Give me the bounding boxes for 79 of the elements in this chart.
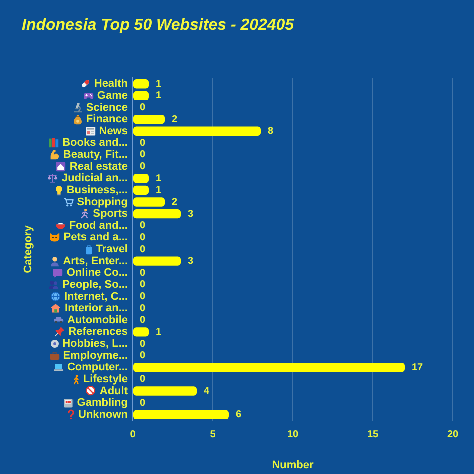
bar	[134, 410, 229, 420]
x-tick-label: 5	[210, 430, 216, 441]
bar	[134, 198, 165, 207]
bar	[134, 328, 149, 337]
data-label: 17	[412, 362, 424, 374]
data-label: 0	[140, 220, 146, 232]
data-label: 1	[156, 173, 162, 184]
y-tick-label: Real estate	[70, 160, 128, 173]
data-label: 3	[188, 256, 194, 268]
y-tick-label: Books and...	[62, 137, 128, 150]
data-label: 1	[156, 185, 162, 196]
y-tick-label: Business,...	[66, 184, 128, 196]
data-label: 0	[140, 150, 146, 161]
data-label: 0	[140, 338, 146, 350]
y-tick-label: Unknown	[78, 408, 128, 421]
data-label: 1	[156, 326, 162, 338]
y-tick-label: Online Co...	[66, 267, 128, 280]
y-tick-label: Pets and a...	[64, 232, 128, 244]
y-tick-label: Hobbies, L...	[62, 338, 128, 350]
data-label: 0	[140, 315, 146, 326]
data-label: 0	[140, 162, 146, 173]
data-label: 0	[140, 374, 146, 386]
data-label: 0	[140, 244, 146, 256]
bar	[134, 386, 197, 396]
y-tick-label: Judicial an...	[62, 172, 128, 185]
data-label: 0	[140, 292, 146, 303]
y-tick-label: Sports	[93, 208, 128, 220]
chart-title: Indonesia Top 50 Websites - 202405	[22, 17, 296, 34]
data-label: 1	[156, 90, 162, 102]
bar	[134, 209, 181, 219]
data-label: 0	[140, 232, 146, 244]
data-label: 0	[140, 102, 146, 114]
y-tick-label: People, So...	[62, 278, 128, 291]
data-label: 0	[140, 303, 146, 314]
bar	[134, 256, 181, 266]
y-tick-label: Automobile	[68, 314, 128, 326]
x-axis-title: Number	[272, 459, 314, 472]
bar	[134, 126, 261, 136]
y-tick-label: Interior an...	[65, 302, 128, 315]
y-tick-label: Health	[94, 78, 128, 90]
data-label: 3	[188, 208, 194, 220]
data-label: 6	[236, 410, 242, 421]
y-tick-label: Game	[97, 90, 128, 102]
data-label: 0	[140, 398, 146, 409]
bar	[134, 174, 149, 184]
data-label: 0	[140, 138, 146, 149]
bar	[134, 186, 149, 196]
y-tick-label: Travel	[96, 244, 128, 256]
y-tick-label: Computer...	[67, 362, 128, 374]
y-tick-label: Food and...	[69, 220, 128, 232]
y-tick-label: Arts, Enter...	[63, 255, 128, 268]
x-tick-label: 0	[130, 430, 136, 441]
y-tick-label: Shopping	[77, 196, 128, 208]
data-label: 4	[204, 386, 210, 398]
x-tick-label: 20	[447, 430, 459, 441]
bar	[134, 114, 165, 124]
y-tick-label: References	[68, 326, 128, 338]
y-tick-label: Lifestyle	[83, 373, 128, 386]
y-tick-label: Adult	[100, 385, 128, 398]
y-axis-title: Category	[22, 224, 35, 274]
data-label: 2	[172, 196, 178, 208]
x-tick-label: 15	[367, 430, 379, 441]
data-label: 8	[268, 126, 274, 138]
data-label: 1	[156, 78, 162, 90]
y-tick-label: Beauty, Fit...	[63, 149, 128, 162]
y-tick-label: Science	[86, 102, 128, 114]
data-label: 0	[140, 280, 146, 291]
bar	[134, 363, 405, 372]
y-tick-label: Gambling	[77, 397, 128, 410]
data-label: 0	[140, 350, 146, 362]
y-tick-label: Internet, C...	[64, 290, 128, 303]
y-tick-label: Employme...	[63, 350, 128, 362]
y-tick-label: Finance	[86, 114, 128, 126]
bar	[134, 91, 149, 101]
bar	[134, 80, 149, 89]
data-label: 2	[172, 114, 178, 126]
y-tick-label: News	[99, 125, 128, 138]
data-label: 0	[140, 268, 146, 279]
x-tick-label: 10	[287, 430, 299, 441]
